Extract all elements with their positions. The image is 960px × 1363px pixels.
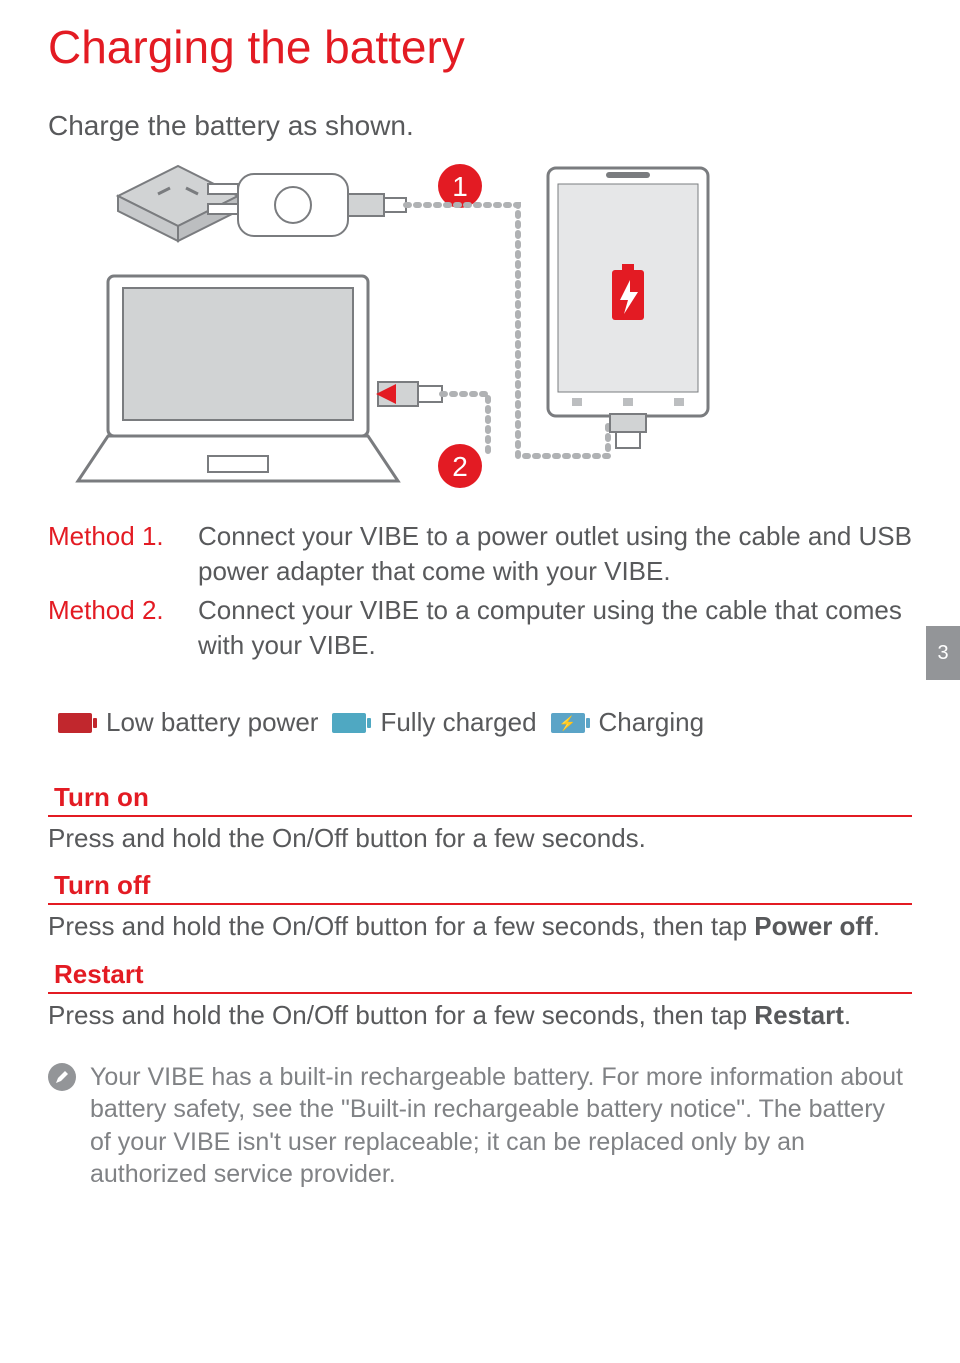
full-battery-icon bbox=[332, 713, 366, 733]
section-body: Press and hold the On/Off button for a f… bbox=[48, 821, 912, 856]
low-battery-icon bbox=[58, 713, 92, 733]
legend-label: Low battery power bbox=[106, 707, 318, 738]
section-head: Turn off bbox=[48, 870, 912, 905]
charging-battery-icon: ⚡ bbox=[551, 713, 585, 733]
method-label: Method 2. bbox=[48, 593, 188, 663]
note-row: Your VIBE has a built-in rechargeable ba… bbox=[48, 1061, 912, 1191]
section-body-text: . bbox=[844, 1000, 851, 1030]
note-text: Your VIBE has a built-in rechargeable ba… bbox=[90, 1061, 912, 1191]
badge-2-label: 2 bbox=[452, 451, 468, 482]
pencil-note-icon bbox=[48, 1063, 76, 1091]
legend-item: ⚡ Charging bbox=[551, 707, 705, 738]
method-row: Method 1. Connect your VIBE to a power o… bbox=[48, 519, 912, 589]
laptop-icon bbox=[78, 276, 398, 481]
method-label: Method 1. bbox=[48, 519, 188, 589]
battery-legend: Low battery power Fully charged ⚡ Chargi… bbox=[48, 707, 912, 738]
legend-label: Fully charged bbox=[380, 707, 536, 738]
methods-list: Method 1. Connect your VIBE to a power o… bbox=[48, 519, 912, 663]
badge-1-label: 1 bbox=[452, 171, 468, 202]
power-adapter-icon bbox=[208, 174, 406, 236]
page-title: Charging the battery bbox=[48, 20, 912, 74]
charging-diagram: 1 2 bbox=[48, 156, 912, 501]
method-row: Method 2. Connect your VIBE to a compute… bbox=[48, 593, 912, 663]
instruction-sections: Turn on Press and hold the On/Off button… bbox=[48, 782, 912, 1032]
legend-item: Fully charged bbox=[332, 707, 536, 738]
legend-item: Low battery power bbox=[58, 707, 318, 738]
section-body-text: Press and hold the On/Off button for a f… bbox=[48, 911, 754, 941]
section-head: Turn on bbox=[48, 782, 912, 817]
method-text: Connect your VIBE to a power outlet usin… bbox=[198, 519, 912, 589]
page-number-tab: 3 bbox=[926, 626, 960, 680]
section-body-bold: Power off bbox=[754, 911, 872, 941]
section-body: Press and hold the On/Off button for a f… bbox=[48, 998, 912, 1033]
legend-label: Charging bbox=[599, 707, 705, 738]
charge-subtitle: Charge the battery as shown. bbox=[48, 110, 912, 142]
section-body-text: . bbox=[873, 911, 880, 941]
bolt-icon: ⚡ bbox=[559, 716, 576, 730]
section-body-bold: Restart bbox=[754, 1000, 844, 1030]
section-body: Press and hold the On/Off button for a f… bbox=[48, 909, 912, 944]
method-text: Connect your VIBE to a computer using th… bbox=[198, 593, 912, 663]
phone-icon bbox=[548, 168, 708, 448]
section-head: Restart bbox=[48, 959, 912, 994]
section-body-text: Press and hold the On/Off button for a f… bbox=[48, 1000, 754, 1030]
